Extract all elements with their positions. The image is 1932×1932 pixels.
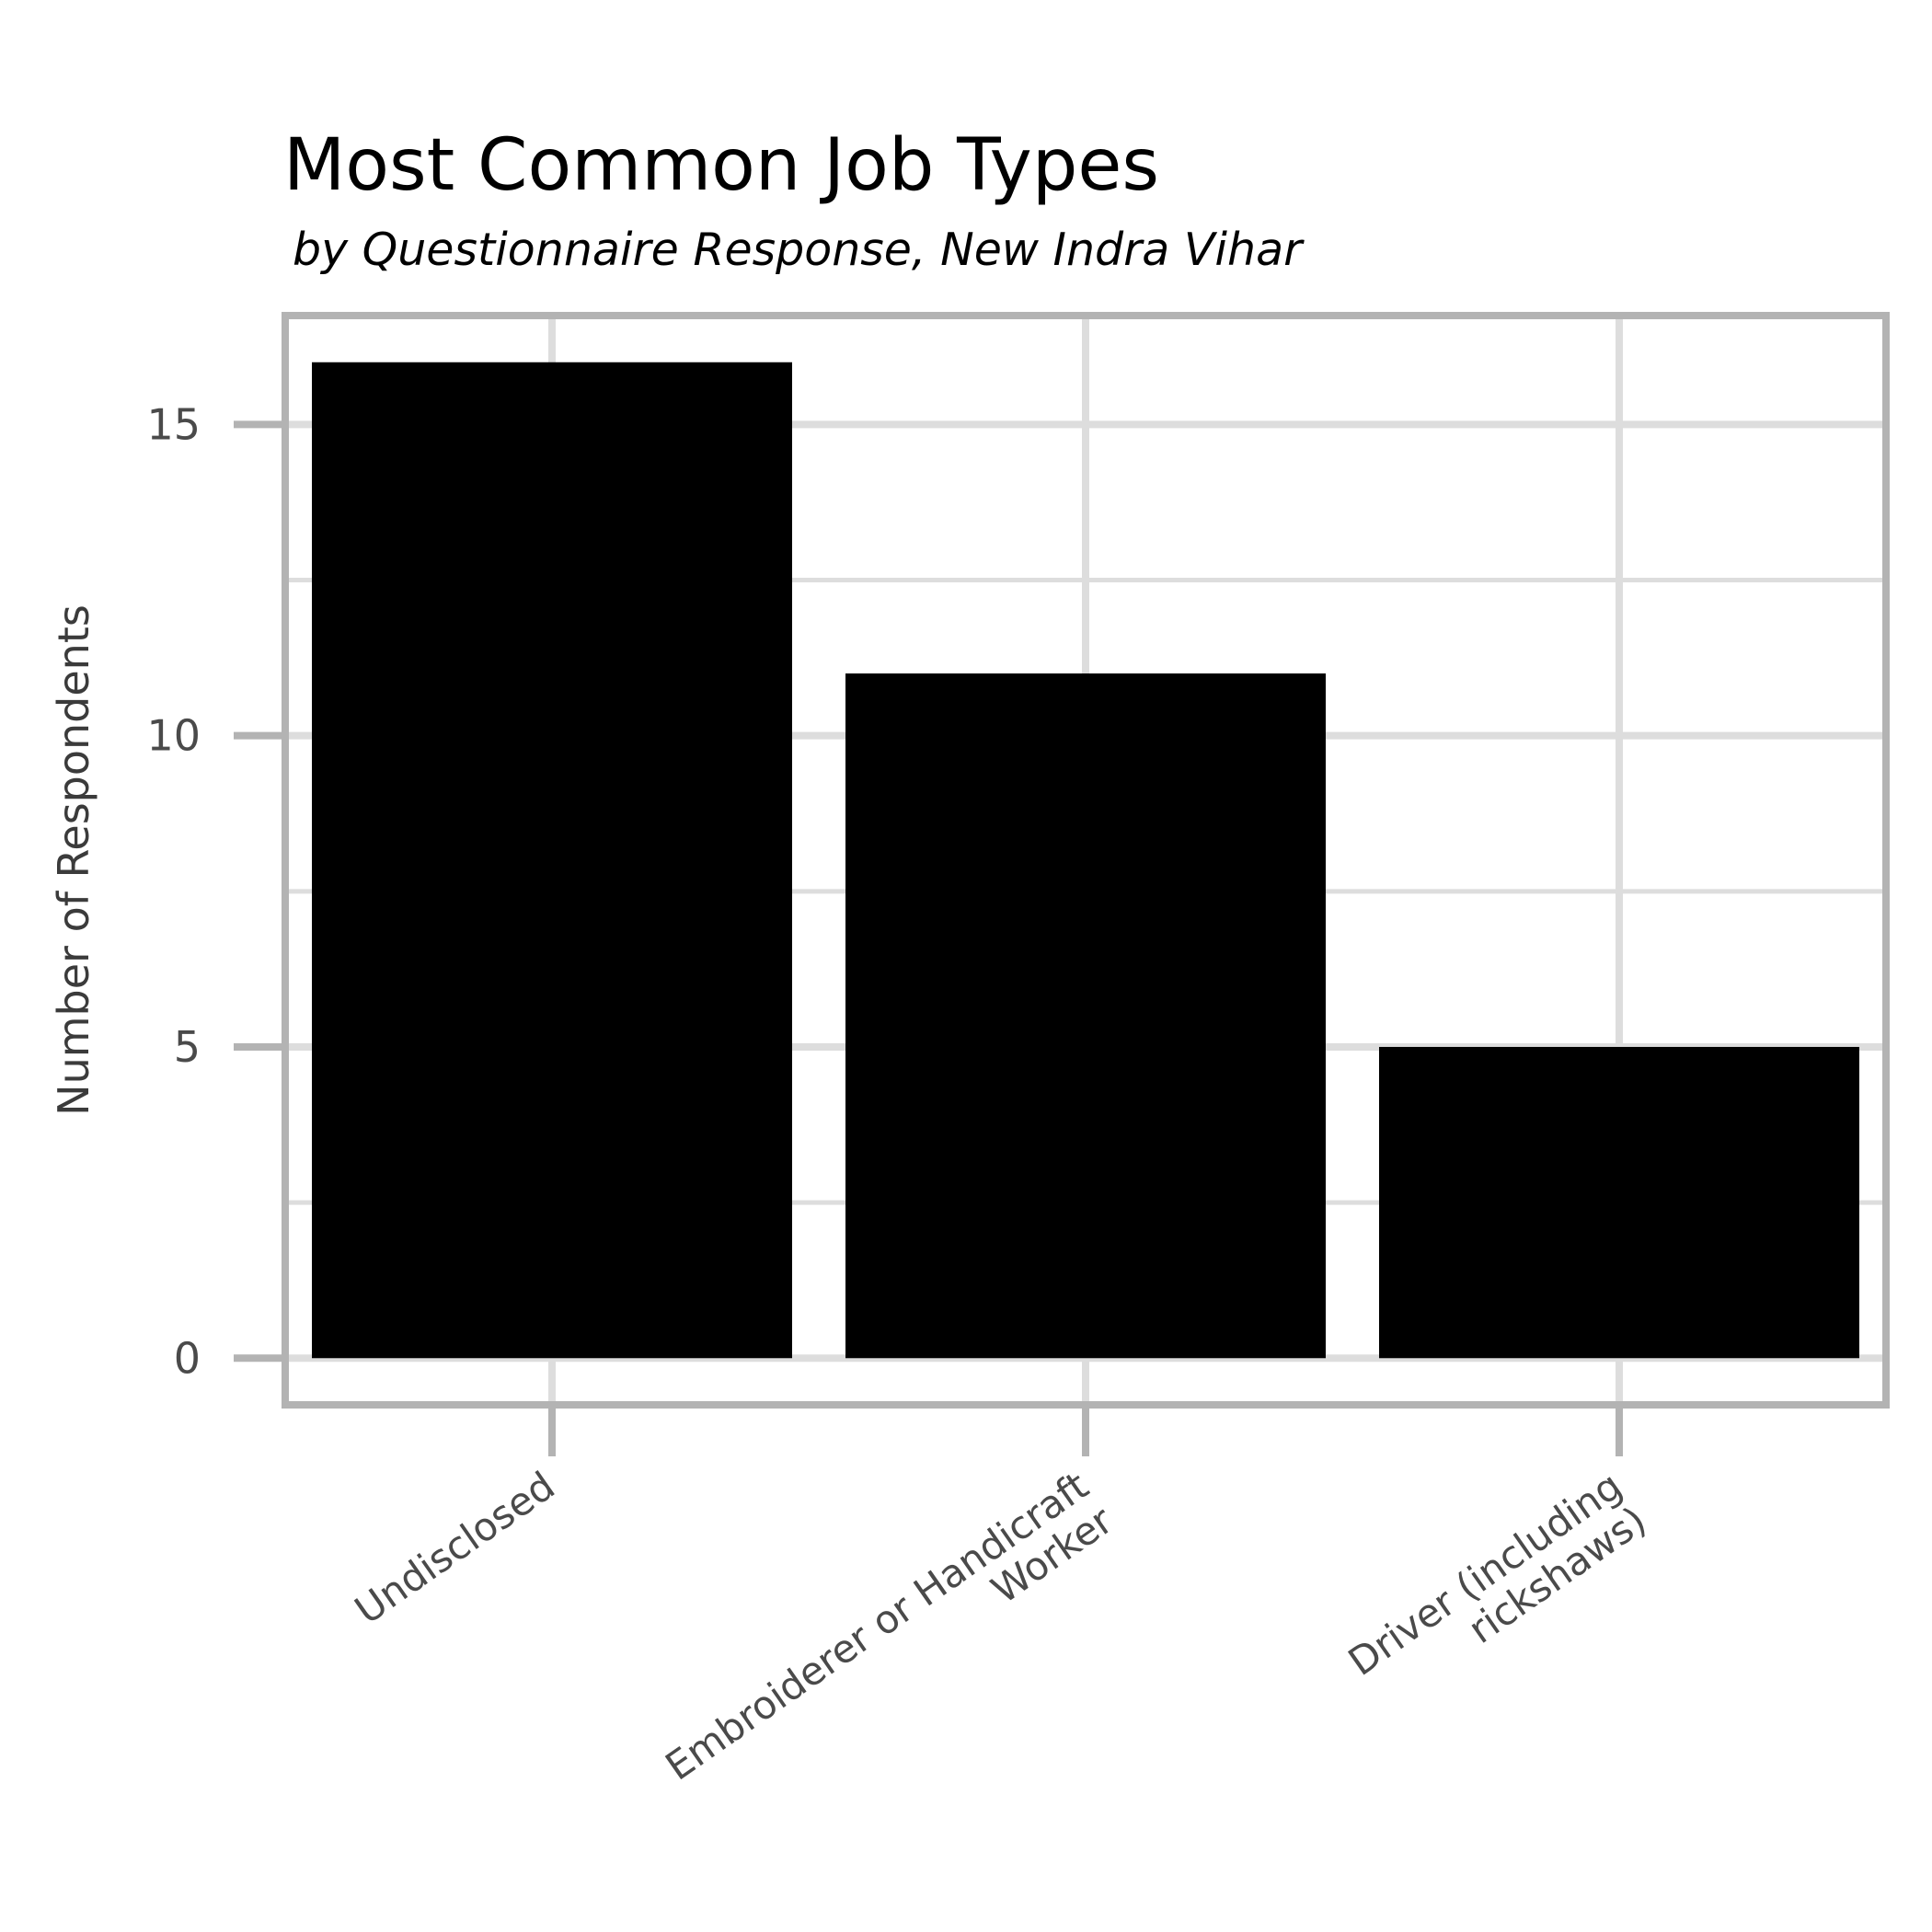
bar-2: [845, 673, 1326, 1359]
y-tick-label: 5: [174, 1022, 201, 1072]
bar-1: [312, 362, 792, 1359]
bars: [312, 362, 1859, 1359]
x-tick-label: Undisclosed: [347, 1463, 563, 1633]
chart-title: Most Common Job Types: [283, 124, 1159, 207]
x-tick-label: Driver (includingrickshaws): [1340, 1463, 1654, 1719]
x-tick-label-line: Undisclosed: [347, 1463, 563, 1633]
chart-subtitle: by Questionnaire Response, New Indra Vih…: [293, 224, 1305, 276]
x-tick-label-line: Embroiderer or Handicraft: [657, 1463, 1096, 1789]
bar-3: [1379, 1046, 1859, 1359]
y-tick-label: 15: [146, 399, 201, 449]
y-axis-label: Number of Respondents: [49, 604, 98, 1116]
y-tick-label: 0: [174, 1333, 201, 1383]
x-tick-label: Embroiderer or HandicraftWorker: [657, 1463, 1121, 1824]
y-tick-label: 10: [146, 711, 201, 761]
